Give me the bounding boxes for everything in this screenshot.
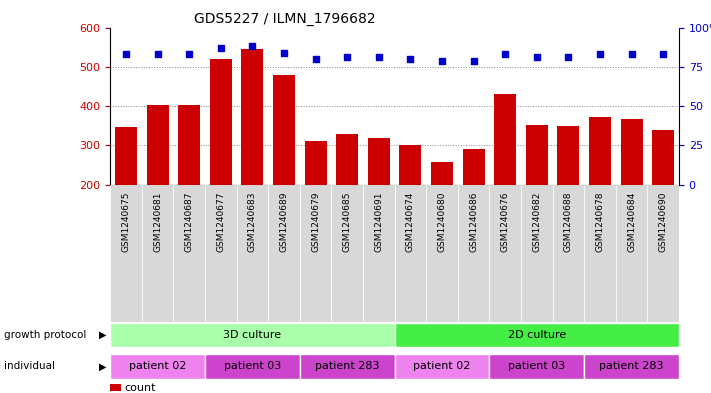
Text: GDS5227 / ILMN_1796682: GDS5227 / ILMN_1796682 (193, 12, 375, 26)
Bar (652, 130, 674, 185)
Text: GSM1240679: GSM1240679 (311, 191, 320, 252)
Point (152, 51, 164, 57)
FancyBboxPatch shape (616, 185, 648, 322)
Text: patient 02: patient 02 (129, 362, 186, 371)
Text: patient 283: patient 283 (599, 362, 664, 371)
Point (215, 45, 227, 51)
FancyBboxPatch shape (584, 185, 616, 322)
Bar (463, 149, 485, 185)
Point (405, 56, 416, 62)
Bar (368, 138, 390, 185)
Text: GSM1240687: GSM1240687 (185, 191, 193, 252)
FancyBboxPatch shape (110, 323, 395, 347)
Text: ▶: ▶ (99, 362, 107, 371)
Text: GSM1240686: GSM1240686 (469, 191, 478, 252)
FancyBboxPatch shape (395, 354, 489, 379)
Point (183, 51, 195, 57)
Point (531, 54, 542, 61)
FancyBboxPatch shape (648, 185, 679, 322)
Point (247, 43, 258, 50)
FancyBboxPatch shape (395, 185, 426, 322)
Text: 2D culture: 2D culture (508, 330, 566, 340)
FancyBboxPatch shape (110, 185, 141, 322)
Text: individual: individual (4, 362, 55, 371)
Bar (336, 134, 358, 185)
Bar (400, 145, 422, 185)
Text: GSM1240678: GSM1240678 (596, 191, 604, 252)
Point (468, 57, 479, 64)
Text: GSM1240682: GSM1240682 (533, 191, 541, 252)
Bar (210, 59, 232, 185)
Point (278, 50, 289, 56)
FancyBboxPatch shape (458, 185, 489, 322)
Bar (431, 162, 453, 185)
Bar (241, 49, 264, 185)
FancyBboxPatch shape (426, 185, 458, 322)
Bar (273, 75, 295, 185)
FancyBboxPatch shape (363, 185, 395, 322)
Text: GSM1240690: GSM1240690 (658, 191, 668, 252)
FancyBboxPatch shape (552, 185, 584, 322)
Text: GSM1240688: GSM1240688 (564, 191, 573, 252)
FancyBboxPatch shape (300, 354, 395, 379)
Bar (115, 127, 137, 185)
Bar (304, 141, 326, 185)
FancyBboxPatch shape (521, 185, 552, 322)
Text: 3D culture: 3D culture (223, 330, 282, 340)
Text: patient 03: patient 03 (508, 362, 565, 371)
FancyBboxPatch shape (489, 185, 521, 322)
Bar (146, 105, 169, 185)
Point (120, 51, 132, 57)
FancyBboxPatch shape (300, 185, 331, 322)
Point (658, 51, 669, 57)
Point (626, 51, 637, 57)
Text: GSM1240683: GSM1240683 (248, 191, 257, 252)
Text: ▶: ▶ (99, 330, 107, 340)
Text: GSM1240680: GSM1240680 (437, 191, 447, 252)
FancyBboxPatch shape (489, 354, 584, 379)
Bar (494, 94, 516, 185)
Text: GSM1240674: GSM1240674 (406, 191, 415, 252)
FancyBboxPatch shape (395, 323, 679, 347)
Point (437, 57, 448, 64)
Text: patient 03: patient 03 (224, 362, 281, 371)
Text: count: count (124, 383, 156, 393)
FancyBboxPatch shape (584, 354, 679, 379)
Text: patient 283: patient 283 (315, 362, 380, 371)
Text: GSM1240676: GSM1240676 (501, 191, 510, 252)
Bar (589, 117, 611, 185)
Text: growth protocol: growth protocol (4, 330, 86, 340)
Point (562, 54, 574, 61)
Text: GSM1240684: GSM1240684 (627, 191, 636, 252)
Point (594, 51, 606, 57)
FancyBboxPatch shape (268, 185, 300, 322)
Point (310, 56, 321, 62)
Text: GSM1240685: GSM1240685 (343, 191, 352, 252)
Point (373, 54, 385, 61)
Point (341, 54, 353, 61)
Text: GSM1240677: GSM1240677 (216, 191, 225, 252)
Text: GSM1240681: GSM1240681 (153, 191, 162, 252)
FancyBboxPatch shape (205, 185, 237, 322)
FancyBboxPatch shape (110, 354, 205, 379)
Bar (178, 105, 201, 185)
Text: GSM1240691: GSM1240691 (374, 191, 383, 252)
Text: patient 02: patient 02 (413, 362, 471, 371)
FancyBboxPatch shape (237, 185, 268, 322)
Bar (557, 126, 579, 185)
Bar (621, 119, 643, 185)
Point (500, 51, 511, 57)
FancyBboxPatch shape (141, 185, 173, 322)
Text: GSM1240675: GSM1240675 (122, 191, 131, 252)
FancyBboxPatch shape (205, 354, 300, 379)
Bar (525, 125, 548, 185)
FancyBboxPatch shape (173, 185, 205, 322)
FancyBboxPatch shape (331, 185, 363, 322)
Text: GSM1240689: GSM1240689 (279, 191, 289, 252)
